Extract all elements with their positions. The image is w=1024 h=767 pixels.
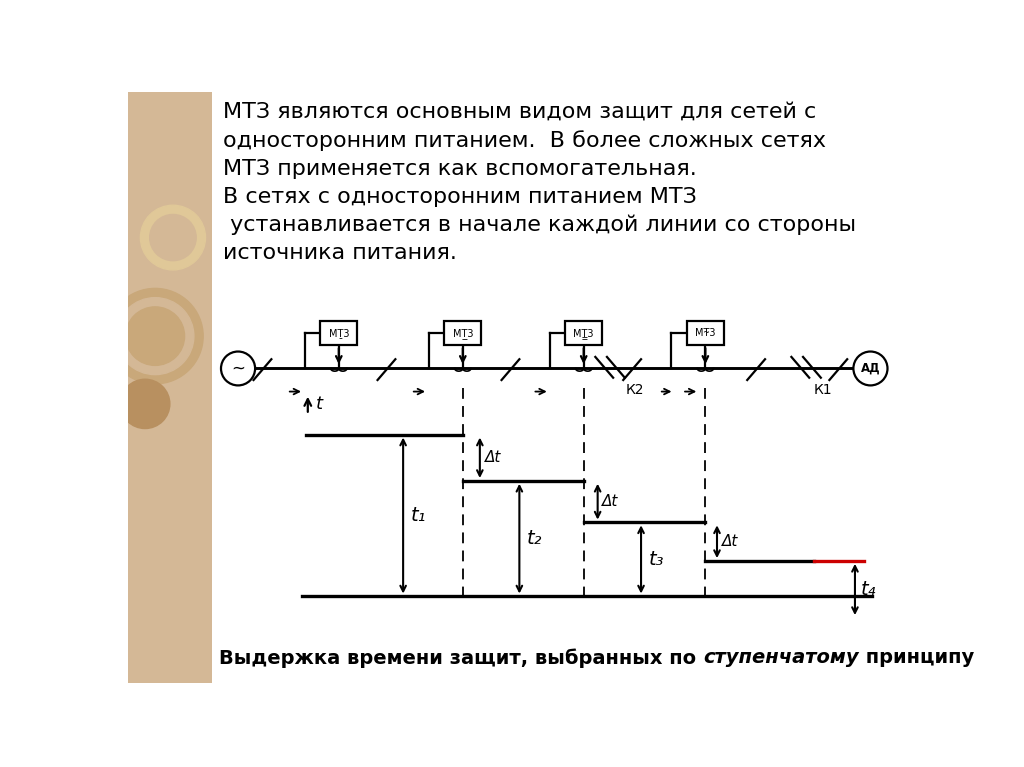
Circle shape [120,379,170,429]
Text: МТЗ являются основным видом защит для сетей с
односторонним питанием.  В более с: МТЗ являются основным видом защит для се… [222,101,856,263]
Text: ступенчатому: ступенчатому [703,648,859,667]
Circle shape [853,351,888,385]
Bar [128,92,212,683]
Bar [321,321,357,345]
Circle shape [117,298,194,374]
Text: Δt: Δt [722,535,738,549]
Text: принципу: принципу [859,648,974,667]
Text: ~: ~ [231,360,245,377]
Text: t₃: t₃ [649,550,665,569]
Circle shape [140,206,206,270]
Text: t₄: t₄ [861,580,877,599]
Text: t₂: t₂ [527,529,543,548]
Text: t₁: t₁ [411,506,426,525]
Circle shape [126,307,184,365]
Bar [444,321,481,345]
Circle shape [108,288,203,384]
Text: МТ̴3: МТ̴3 [695,328,716,338]
Text: МТ̲3: МТ̲3 [453,328,473,338]
Text: К2: К2 [626,383,644,397]
Text: МТ̳3: МТ̳3 [573,328,594,338]
Bar [565,321,602,345]
Text: Δt: Δt [602,494,618,509]
Circle shape [150,215,197,261]
Text: АД: АД [860,362,881,375]
Text: Выдержка времени защит, выбранных по: Выдержка времени защит, выбранных по [219,648,703,668]
Bar [687,321,724,345]
Text: t: t [315,395,323,413]
Text: К1: К1 [814,383,833,397]
Text: Δt: Δt [484,450,501,466]
Circle shape [221,351,255,385]
Text: МТ̱3: МТ̱3 [329,328,349,338]
